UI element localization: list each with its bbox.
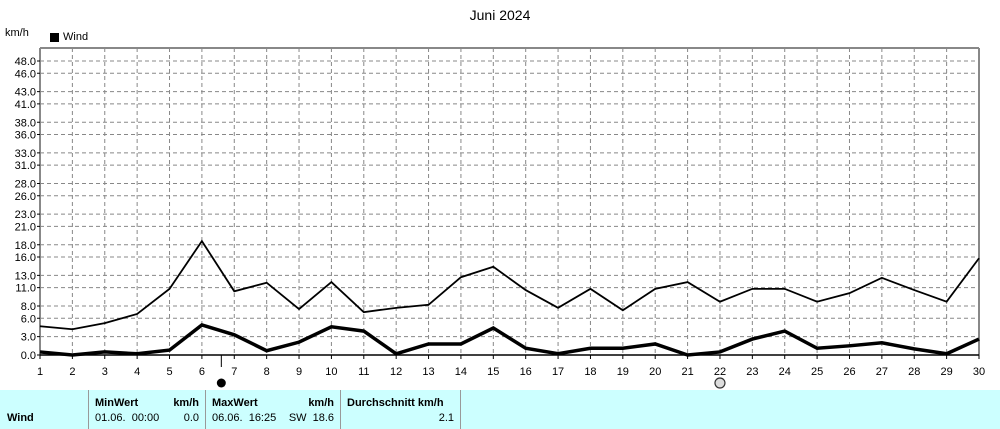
y-tick-label: 21.0	[15, 221, 36, 233]
x-tick-label: 10	[325, 366, 337, 378]
x-tick-label: 7	[231, 366, 237, 378]
y-tick-label: 36.0	[15, 130, 36, 142]
y-tick-label: 11.0	[15, 283, 36, 295]
x-tick-label: 12	[390, 366, 402, 378]
x-tick-label: 4	[134, 366, 140, 378]
wind-chart: 0.0 3.0 6.08.0 11.013.0 16.018.0 21.023.0 26.0…	[15, 47, 985, 389]
y-tick-label: 23.0	[15, 209, 36, 221]
max-value-row: 06.06. 16:25 SW 18.6	[212, 412, 334, 424]
min-header: MinWert	[95, 397, 139, 409]
y-tick-label: 13.0	[15, 270, 36, 282]
divider	[460, 390, 462, 429]
avg-header: Durchschnitt km/h	[347, 397, 444, 409]
x-tick-label: 3	[102, 366, 108, 378]
x-tick-label: 24	[779, 366, 791, 378]
legend: Wind	[50, 31, 88, 43]
y-tick-label: 26.0	[15, 191, 36, 203]
x-tick-label: 17	[552, 366, 564, 378]
y-tick-label: 6.0	[21, 313, 36, 325]
y-tick-label: 31.0	[15, 160, 36, 172]
x-tick-label: 11	[358, 366, 369, 378]
x-tick-label: 26	[843, 366, 855, 378]
x-tick-label: 6	[199, 366, 205, 378]
x-tick-label: 25	[811, 366, 823, 378]
avg-value-row: 2.1	[347, 412, 454, 424]
row-label: Wind	[7, 412, 34, 424]
min-cell: MinWert km/h 01.06. 00:00 0.0	[88, 390, 205, 429]
x-tick-label: 27	[876, 366, 888, 378]
x-tick-label: 2	[69, 366, 75, 378]
max-dir-value: SW 18.6	[289, 412, 334, 424]
max-date: 06.06. 16:25	[212, 412, 277, 424]
min-header-row: MinWert km/h	[95, 397, 199, 409]
summary-table: Wind MinWert km/h 01.06. 00:00 0.0 MaxWe…	[0, 390, 1000, 429]
y-tick-label: 43.0	[15, 87, 36, 99]
max-direction: SW	[288, 412, 307, 424]
y-tick-label: 41.0	[15, 99, 36, 111]
x-tick-label: 23	[746, 366, 758, 378]
x-tick-label: 28	[908, 366, 920, 378]
x-tick-label: 20	[649, 366, 661, 378]
avg-cell: Durchschnitt km/h 2.1	[340, 390, 460, 429]
series-line-gust	[39, 239, 980, 331]
y-tick-label: 28.0	[15, 179, 36, 191]
y-tick-label: 18.0	[15, 240, 36, 252]
x-tick-label: 22	[714, 366, 726, 378]
y-tick-label: 8.0	[21, 301, 36, 313]
max-header-row: MaxWert km/h	[212, 397, 334, 409]
legend-label: Wind	[63, 31, 89, 43]
min-date: 01.06. 00:00	[95, 412, 160, 424]
max-unit: km/h	[308, 397, 334, 409]
min-value-row: 01.06. 00:00 0.0	[95, 412, 199, 424]
max-header: MaxWert	[212, 397, 258, 409]
y-tick-label: 0.0	[21, 350, 36, 362]
y-axis-unit: km/h	[5, 27, 29, 39]
x-tick-label: 18	[584, 366, 596, 378]
new-moon-icon	[216, 378, 226, 388]
chart-title: Juni 2024	[469, 7, 531, 23]
x-tick-label: 9	[296, 366, 302, 378]
x-tick-label: 15	[487, 366, 499, 378]
x-tick-label: 19	[617, 366, 629, 378]
y-tick-label: 3.0	[21, 332, 36, 344]
x-tick-label: 21	[681, 366, 693, 378]
x-tick-label: 14	[455, 366, 467, 378]
series-line-average	[39, 323, 980, 357]
x-tick-label: 13	[422, 366, 434, 378]
y-tick-label: 38.0	[15, 117, 36, 129]
x-tick-label: 29	[940, 366, 952, 378]
x-tick-label: 5	[166, 366, 172, 378]
x-tick-label: 16	[520, 366, 532, 378]
min-unit: km/h	[173, 397, 199, 409]
max-value: 18.6	[312, 412, 334, 424]
max-cell: MaxWert km/h 06.06. 16:25 SW 18.6	[205, 390, 340, 429]
y-tick-label: 16.0	[15, 252, 36, 264]
y-tick-label: 48.0	[15, 56, 36, 68]
min-value: 0.0	[183, 412, 199, 424]
full-moon-icon	[714, 377, 726, 389]
legend-swatch	[50, 32, 59, 42]
y-tick-label: 33.0	[15, 148, 36, 160]
x-tick-label: 8	[264, 366, 270, 378]
x-tick-label: 30	[973, 366, 985, 378]
y-tick-label: 46.0	[15, 68, 36, 80]
avg-header-row: Durchschnitt km/h	[347, 397, 454, 409]
avg-value: 2.1	[438, 412, 454, 424]
x-tick-label: 1	[37, 366, 43, 378]
